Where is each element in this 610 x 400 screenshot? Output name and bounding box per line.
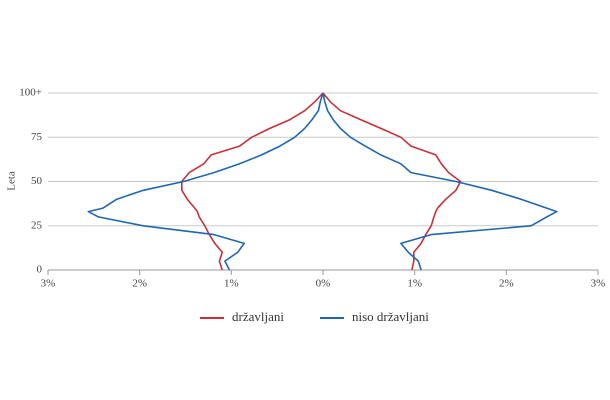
y-tick-label: 100+: [19, 87, 42, 99]
line-right: [322, 92, 462, 271]
legend: državljani niso državljani: [200, 309, 429, 324]
y-tick-label: 25: [31, 219, 43, 231]
y-tick-label: 0: [37, 264, 43, 276]
x-tick-label: 3%: [41, 278, 56, 290]
x-tick-label: 2%: [499, 278, 514, 290]
legend-label: niso državljani: [352, 309, 429, 324]
x-tick-label: 1%: [224, 278, 239, 290]
line-left: [181, 92, 324, 271]
line-right: [322, 92, 558, 271]
line-left: [87, 92, 324, 271]
y-axis-label: Leta: [6, 171, 18, 191]
x-tick-label: 0%: [316, 278, 331, 290]
x-tick-label: 1%: [407, 278, 422, 290]
y-tick-label: 75: [31, 131, 43, 143]
legend-label: državljani: [232, 309, 284, 324]
x-tick-label: 2%: [132, 278, 147, 290]
x-tick-label: 3%: [591, 278, 606, 290]
y-tick-label: 50: [31, 175, 43, 187]
